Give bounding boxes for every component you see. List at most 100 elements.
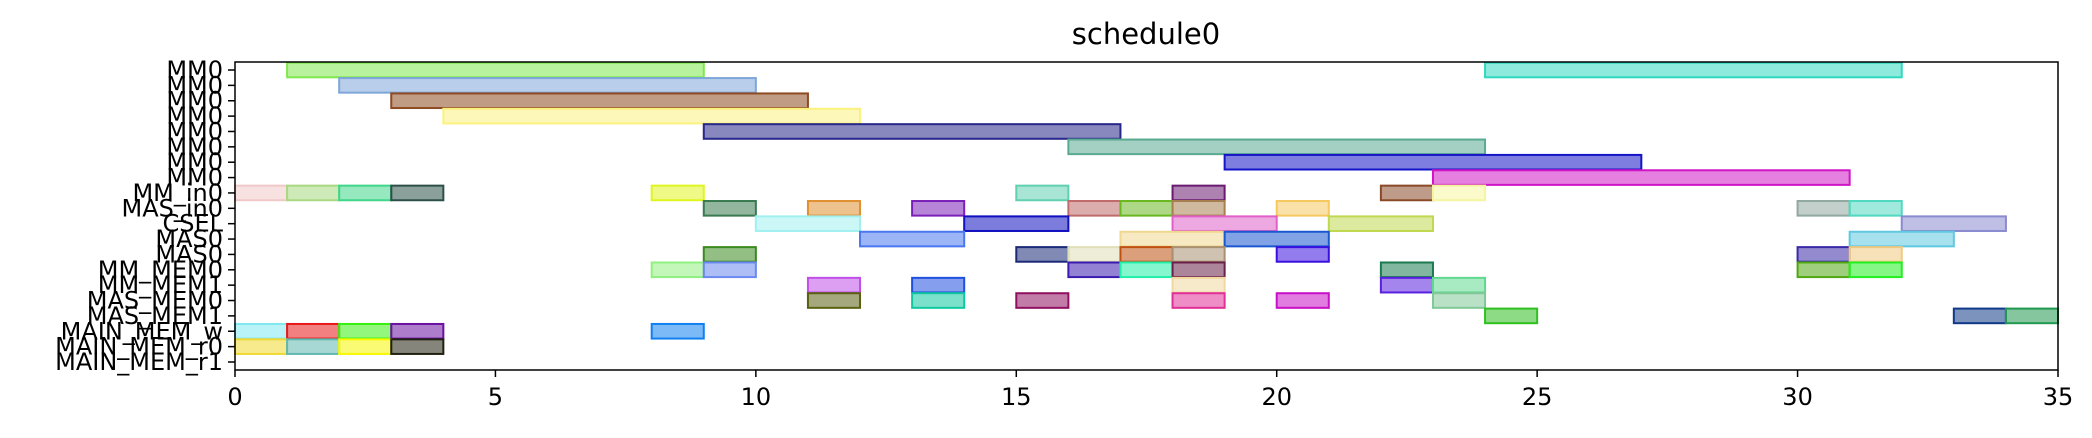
x-tick-label: 10 [741,383,772,411]
task-bar [859,230,966,248]
task-bar [806,200,862,217]
task-bar [911,200,966,217]
task-bar [234,322,289,340]
task-bar [390,92,809,110]
x-tick-label: 35 [2043,383,2074,411]
task-bar [1067,200,1122,217]
task-bar [1952,307,2007,325]
x-axis: 0 5 10 15 20 25 30 35 [227,370,2073,411]
y-tick-label: MM0 [166,56,223,84]
task-bar [1119,230,1226,248]
task-bar [286,322,341,340]
task-bar [1327,215,1434,232]
task-bar [806,292,862,309]
task-bar [338,77,757,94]
chart-title: schedule0 [1072,17,1220,51]
task-bar [234,184,289,202]
task-bar [806,276,862,294]
task-bar [911,292,966,309]
y-tick-label: MAS0 [155,240,223,268]
task-bar [1379,276,1434,294]
task-bar [1015,246,1070,263]
y-tick-label: MM_MEM0 [98,256,223,284]
task-bar [1431,292,1487,309]
y-axis: MM0MM0MM0MM0MM0MM0MM0MM0MM_in0MAS_in0CSE… [55,56,235,376]
y-tick-label: MAS_MEM1 [87,302,223,330]
task-bar [2004,307,2060,325]
y-tick-label: CSEL [162,210,223,238]
y-tick-label: MM0 [166,133,223,161]
task-bar [1275,246,1330,263]
task-bar [1431,169,1851,186]
y-tick-label: MM0 [166,71,223,99]
task-bar [390,322,445,340]
task-bar [1848,200,1903,217]
task-bar [1015,184,1070,202]
task-bar [1848,246,1903,263]
task-bar [1067,261,1122,279]
task-bar [1119,200,1174,217]
task-bar [1431,184,1487,202]
task-bar [1171,276,1226,294]
task-bar [338,322,393,340]
task-bar [1171,261,1226,279]
task-bar [1484,61,1903,79]
task-bar [963,215,1070,232]
task-bar [1171,292,1226,309]
task-bar [1848,261,1903,279]
y-tick-label: MM0 [166,87,223,115]
task-bar [338,184,393,202]
task-bar [1431,276,1487,294]
y-tick-label: MM_MEM1 [98,271,223,299]
task-bar [1067,246,1122,263]
task-bar [1223,230,1330,248]
task-bar [234,338,289,355]
task-bar [442,107,862,125]
task-bar [1796,261,1851,279]
task-bar [1275,292,1330,309]
task-bar [1796,246,1851,263]
task-bar [286,61,705,79]
task-bar [390,338,445,355]
task-bar [286,184,341,202]
task-bar [1171,246,1226,263]
x-tick-label: 30 [1782,383,1813,411]
x-tick-label: 15 [1001,383,1032,411]
task-bar [702,123,1122,140]
plot-frame [234,61,2059,371]
y-tick-label: MAIN_MEM_w [61,317,223,345]
task-bar [754,215,862,232]
task-bar [1796,200,1851,217]
task-bar [390,184,445,202]
y-tick-label: MAS_in0 [121,194,223,222]
task-bar [1484,307,1539,325]
task-bar [650,322,705,340]
y-tick-label: MAIN_MEM_r0 [55,333,223,361]
task-bar [1171,215,1278,232]
task-bar [1067,138,1487,156]
y-tick-label: MM0 [166,117,223,145]
task-bar [1119,261,1174,279]
y-tick-label: MM0 [166,148,223,176]
x-tick-label: 0 [227,383,242,411]
task-bar [286,338,341,355]
task-bar [650,261,705,279]
y-tick-label: MM_in0 [132,179,223,207]
y-tick-label: MAS0 [155,225,223,253]
task-bar [338,338,393,355]
task-bar [1015,292,1070,309]
x-tick-label: 20 [1261,383,1292,411]
task-bar [1900,215,2007,232]
task-bars [234,61,2060,355]
task-bar [702,246,757,263]
x-tick-label: 25 [1522,383,1553,411]
task-bar [1379,184,1434,202]
task-bar [911,276,966,294]
y-tick-label: MAIN_MEM_r1 [55,348,223,376]
task-bar [1171,184,1226,202]
task-bar [702,261,757,279]
task-bar [1848,230,1955,248]
task-bar [702,200,757,217]
task-bar [1223,153,1643,171]
